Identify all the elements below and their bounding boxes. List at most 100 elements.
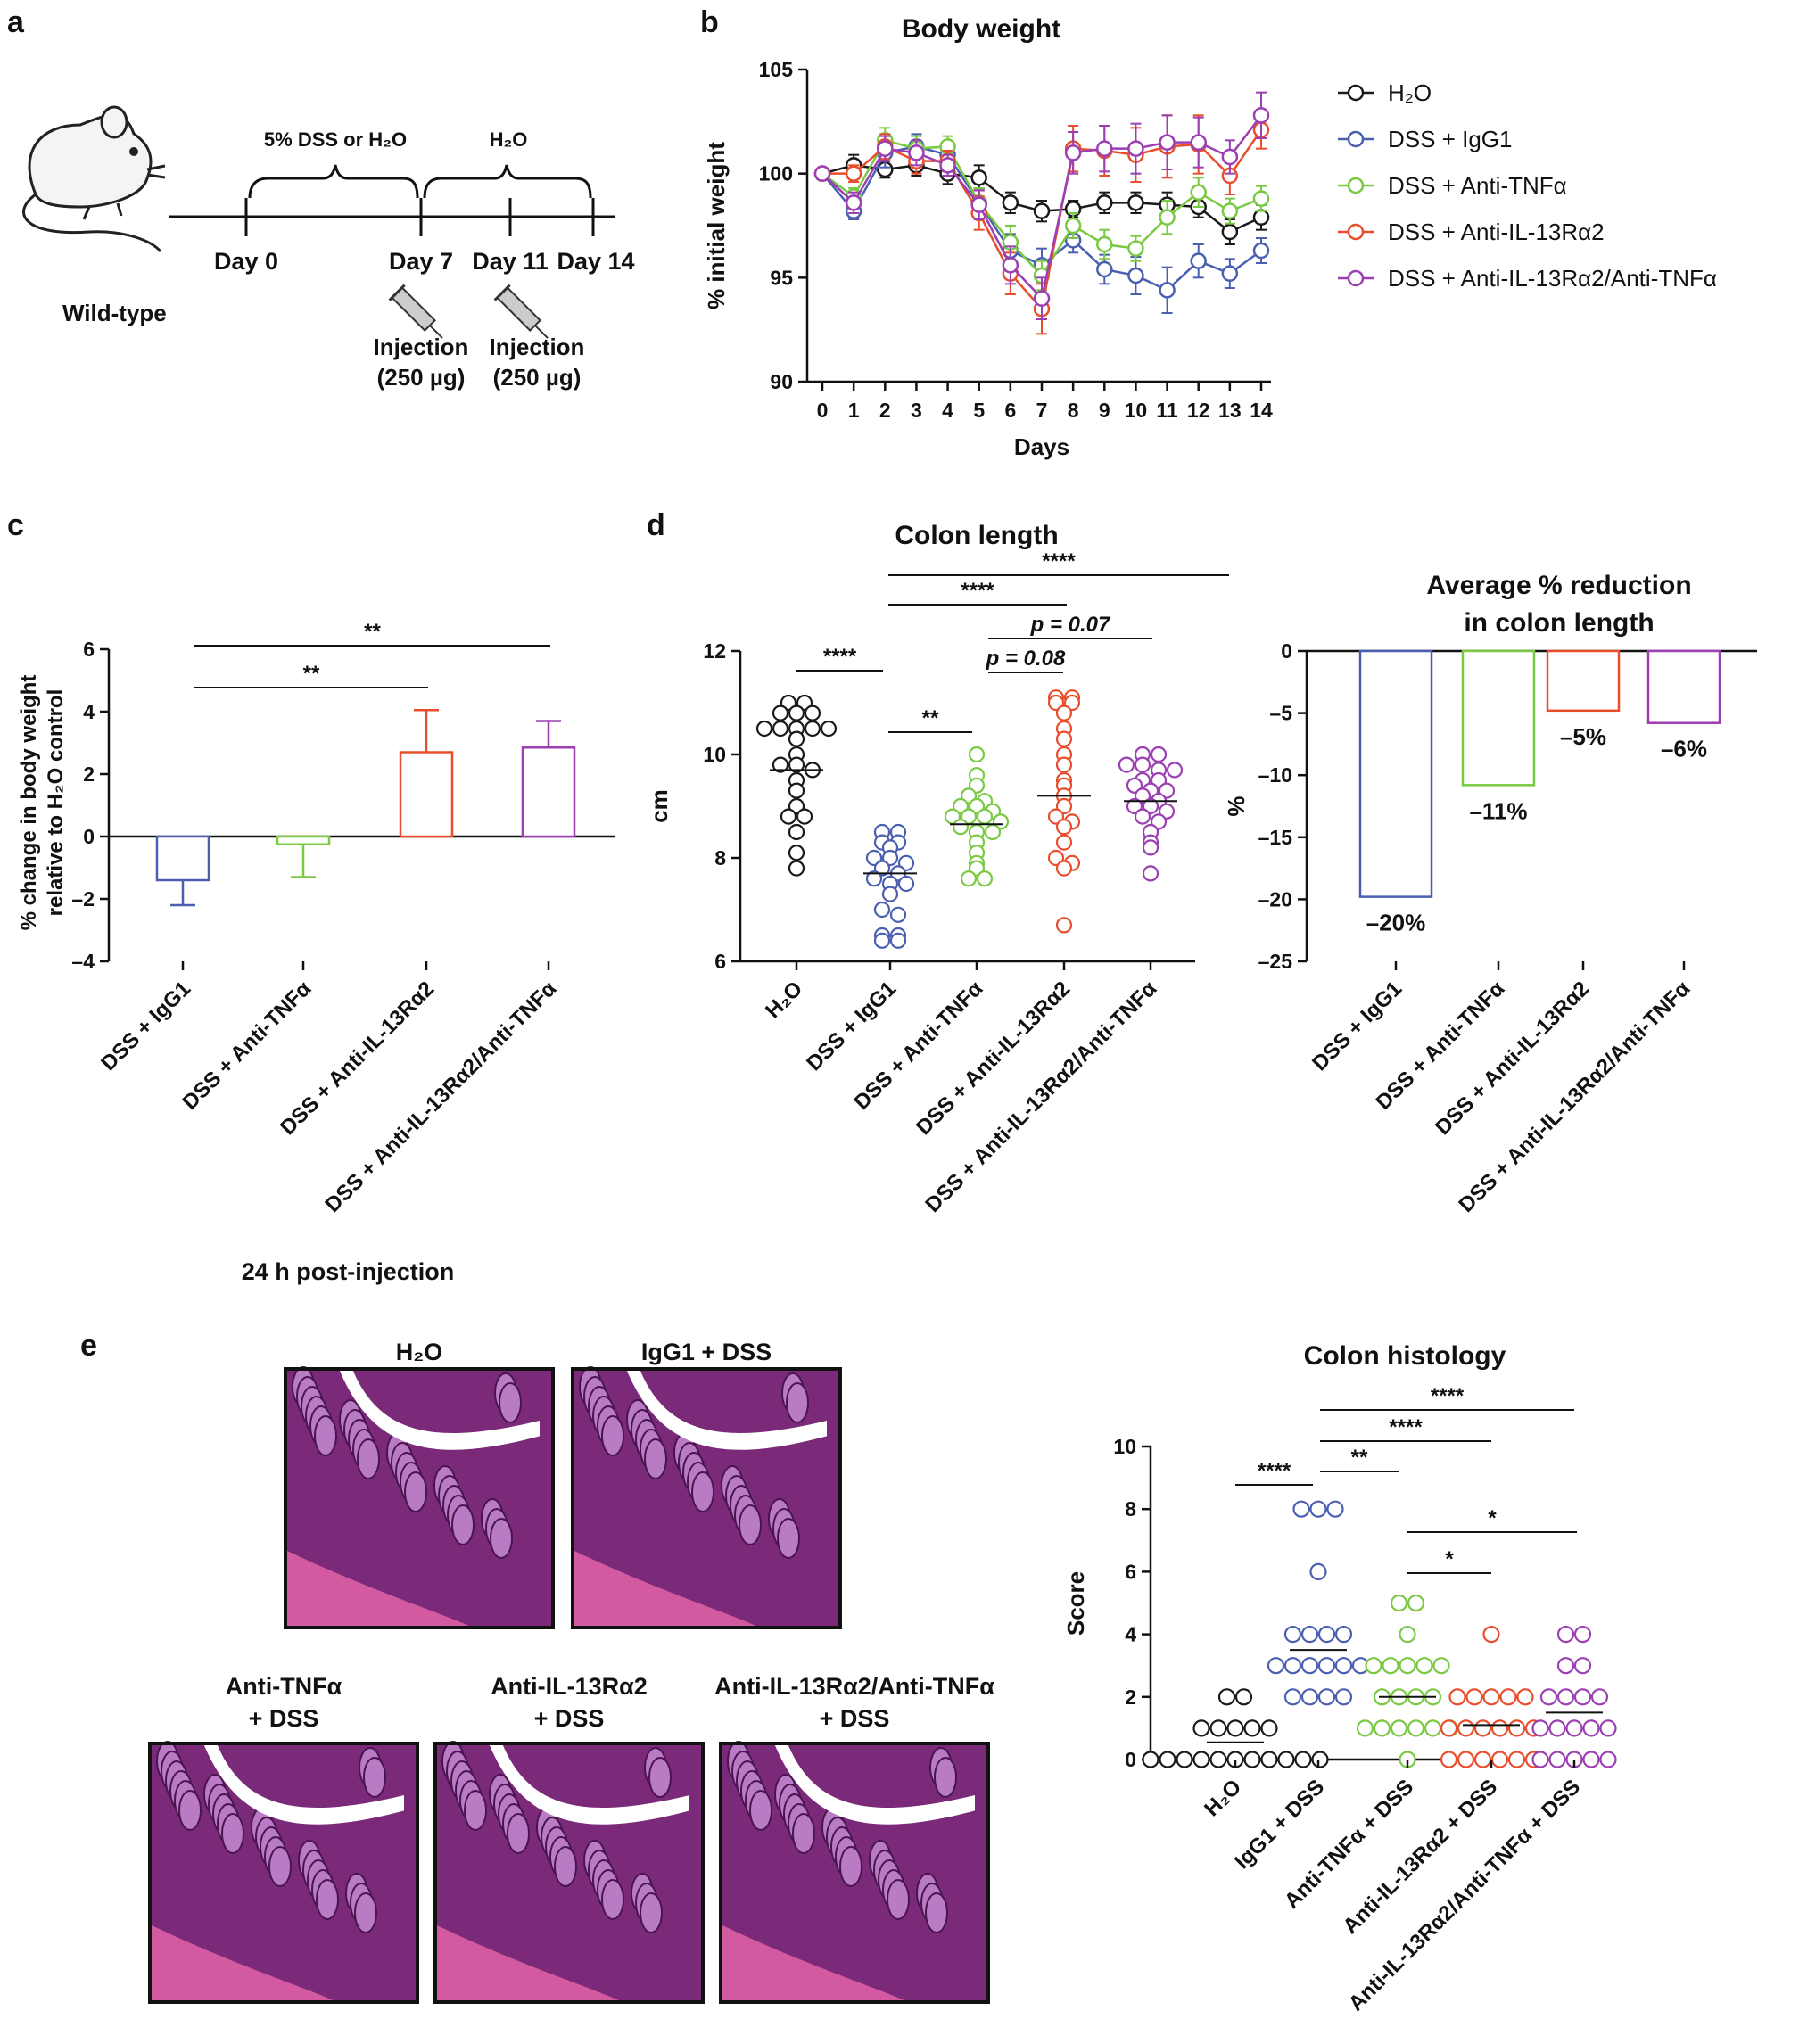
data-point	[1382, 1657, 1399, 1675]
data-point	[1055, 860, 1073, 877]
data-point	[1127, 240, 1144, 257]
data-point	[1252, 242, 1270, 260]
histology-frame	[719, 1742, 990, 2004]
body-weight-change-chart: –4 –2 0 2 4 6 % change in body weight relative …	[17, 620, 615, 1217]
y-tick-label: –5	[1269, 702, 1292, 725]
data-point	[1317, 1688, 1336, 1706]
histology-crypt	[839, 1846, 862, 1887]
data-point	[1142, 1751, 1159, 1768]
x-tick-label: 6	[1004, 399, 1016, 422]
data-point	[1096, 260, 1113, 278]
x-tick-label: Anti-IL-13Rα2 + DSS	[1339, 1775, 1503, 1939]
data-point	[1309, 1562, 1327, 1581]
chart-title: Body weight	[902, 14, 1060, 44]
histology-title: Anti-IL-13Rα2	[491, 1673, 648, 1700]
bar-data-label: –20%	[1366, 910, 1426, 936]
injection-label-2: Injection	[490, 334, 585, 360]
data-point	[1033, 290, 1051, 307]
data-point	[1415, 1657, 1433, 1675]
histology-crypt	[178, 1790, 202, 1831]
phase1-brace	[248, 164, 419, 199]
legend-label: H₂O	[1388, 79, 1432, 106]
data-point	[1356, 1719, 1374, 1737]
histology-lumen	[339, 1369, 540, 1450]
data-point	[1482, 1625, 1500, 1644]
sig-bar-label: **	[922, 706, 939, 730]
sig-bar-label: ****	[1431, 1384, 1465, 1408]
histology-title: + DSS	[820, 1705, 890, 1732]
x-tick-label: DSS + IgG1	[1308, 977, 1407, 1076]
data-point	[1390, 1719, 1408, 1737]
histology-crypt	[792, 1813, 815, 1854]
y-tick-label: 0	[1281, 639, 1292, 663]
syringe-icon	[493, 284, 549, 339]
data-point	[1334, 1657, 1353, 1675]
histology-crypt	[786, 1382, 809, 1423]
histology-muscle-layer	[435, 1924, 623, 2002]
data-point	[1490, 1751, 1509, 1768]
data-point	[1440, 1719, 1458, 1737]
data-point	[1159, 134, 1176, 151]
histology-lumen	[203, 1743, 404, 1825]
x-tick-label: H₂O	[1200, 1775, 1246, 1821]
x-tick-label: 5	[973, 399, 985, 422]
x-tick-label: 11	[1156, 399, 1178, 422]
data-point	[788, 782, 805, 799]
injection-dose-1: (250 µg)	[377, 364, 466, 391]
data-point	[1277, 1751, 1295, 1768]
data-point	[1176, 1751, 1193, 1768]
sig-bar-label: **	[364, 620, 381, 644]
y-tick-label: 105	[759, 58, 794, 81]
data-point	[1190, 252, 1207, 269]
data-point	[1252, 190, 1270, 207]
data-point	[968, 746, 986, 763]
histology-crypt	[749, 1790, 772, 1831]
bar	[521, 746, 576, 838]
data-point	[772, 705, 789, 721]
y-tick-label: –10	[1258, 763, 1292, 787]
data-point	[865, 870, 883, 887]
x-tick-label: 10	[1125, 399, 1148, 422]
data-point	[772, 756, 789, 773]
data-point	[1573, 1657, 1592, 1675]
y-tick-label: 90	[770, 370, 793, 393]
histology-frame	[571, 1367, 842, 1629]
data-point	[1002, 194, 1019, 211]
sig-bar-label: ****	[1389, 1415, 1423, 1439]
y-tick-label: 2	[1125, 1685, 1136, 1709]
data-point	[1064, 217, 1082, 235]
data-point	[1582, 1719, 1600, 1737]
data-point	[1365, 1657, 1382, 1675]
data-point	[1300, 1625, 1319, 1644]
data-point	[1234, 1688, 1253, 1706]
data-point	[1582, 1751, 1600, 1768]
day-label-14: Day 14	[557, 248, 634, 275]
histology-crypt	[644, 1438, 667, 1479]
sig-bar-label: **	[1351, 1446, 1368, 1470]
data-point	[873, 932, 891, 949]
data-point	[1326, 1500, 1344, 1518]
data-point	[845, 165, 862, 182]
histology-crypt	[354, 1892, 377, 1933]
y-tick-label: 8	[1125, 1497, 1136, 1521]
panel-b-letter: b	[700, 5, 719, 39]
histology-muscle-layer	[721, 1924, 908, 2002]
histology-title: IgG1 + DSS	[641, 1339, 772, 1365]
data-point	[877, 140, 894, 157]
histology-crypt	[887, 1879, 910, 1920]
histology-muscle-layer	[150, 1924, 337, 2002]
bar-data-label: –5%	[1560, 723, 1606, 750]
histology-crypt	[648, 1757, 672, 1798]
sig-bar-label: ****	[1042, 549, 1076, 573]
data-point	[881, 886, 899, 902]
data-point	[1599, 1719, 1617, 1737]
data-point	[820, 720, 838, 738]
histology-title: + DSS	[249, 1705, 319, 1732]
data-point	[1002, 257, 1019, 274]
x-tick-label: 14	[1250, 399, 1273, 422]
data-point	[1457, 1719, 1475, 1737]
data-point	[1209, 1719, 1227, 1737]
injection-dose-2: (250 µg)	[493, 364, 582, 391]
